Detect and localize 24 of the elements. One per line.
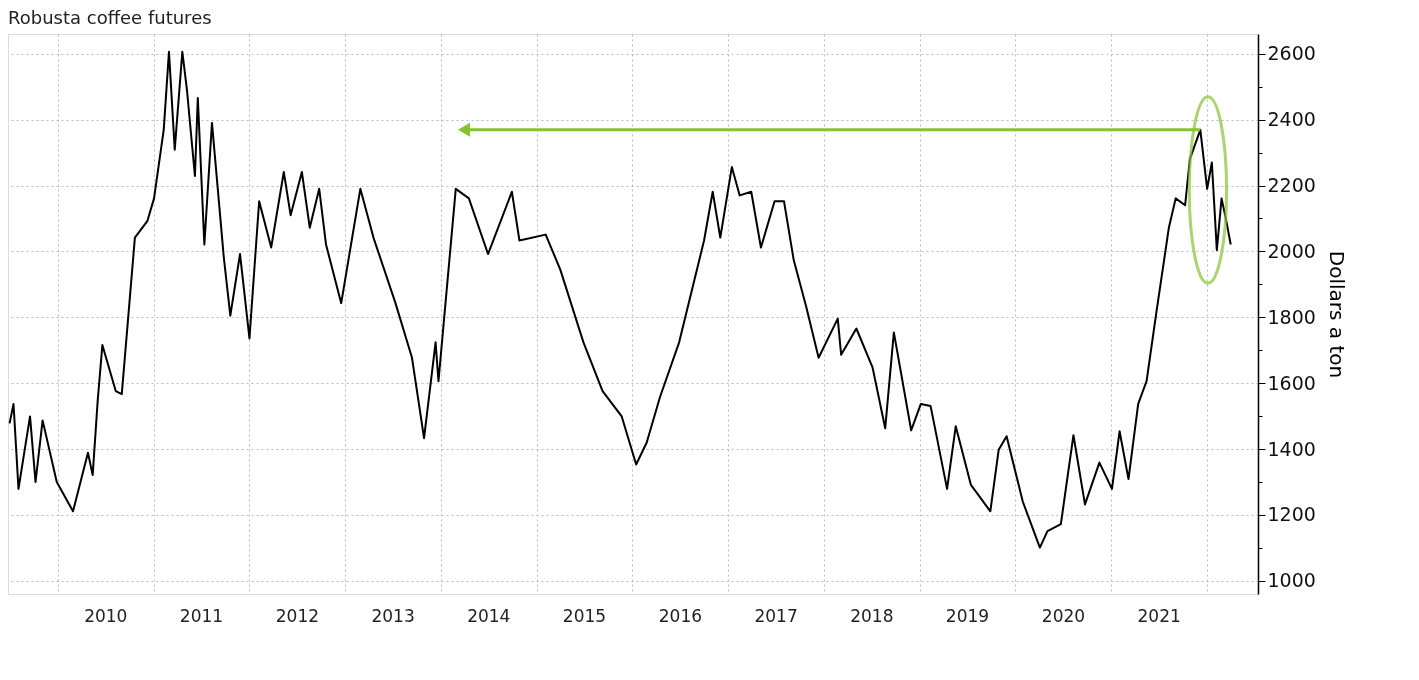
- x-tick-label: 2013: [371, 605, 415, 626]
- y-tick-label: 1400: [1267, 437, 1316, 460]
- x-tick-label: 2010: [84, 605, 128, 626]
- y-tick-label: 1000: [1267, 569, 1316, 592]
- x-tick-label: 2017: [754, 605, 798, 626]
- x-tick-label: 2012: [275, 605, 320, 626]
- y-tick-label: 2600: [1267, 42, 1316, 65]
- line-series: [8, 50, 1232, 549]
- x-tick-label: 2015: [562, 605, 607, 626]
- x-tick-label: 2011: [179, 605, 224, 626]
- y-axis-title: Dollars a ton: [1324, 250, 1349, 379]
- x-tick-label: 2018: [850, 605, 894, 626]
- y-tick-label: 2200: [1267, 174, 1316, 197]
- y-tick-label: 2400: [1267, 108, 1316, 131]
- y-tick-label: 1600: [1267, 371, 1316, 394]
- x-tick-label: 2019: [945, 605, 990, 626]
- y-tick-label: 1200: [1267, 503, 1316, 526]
- chart-title: Robusta coffee futures: [8, 7, 212, 28]
- x-tick-label: 2016: [658, 605, 703, 626]
- y-tick-label: 2000: [1267, 239, 1316, 262]
- x-tick-label: 2020: [1041, 605, 1086, 626]
- y-tick-label: 1800: [1267, 305, 1316, 328]
- x-tick-label: 2014: [467, 605, 511, 626]
- x-tick-label: 2021: [1137, 605, 1181, 626]
